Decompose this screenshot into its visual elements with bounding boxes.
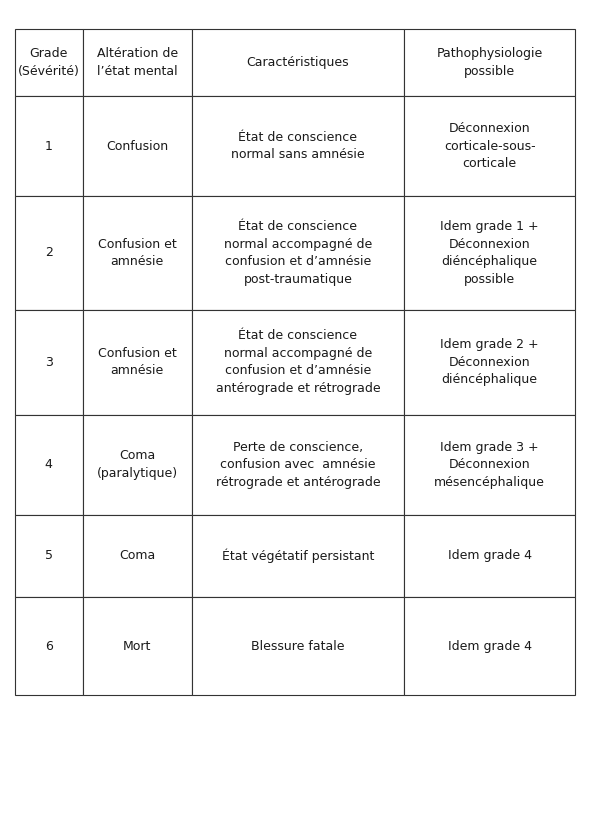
Bar (192, 196, 404, 310)
Text: Pathophysiologie
possible: Pathophysiologie possible (437, 47, 543, 78)
Bar (83, 515, 192, 597)
Bar (83, 597, 192, 695)
Text: Confusion: Confusion (106, 140, 168, 153)
Text: Idem grade 4: Idem grade 4 (448, 640, 532, 653)
Text: Idem grade 4: Idem grade 4 (448, 549, 532, 562)
Bar (192, 415, 404, 515)
Text: État de conscience
normal sans amnésie: État de conscience normal sans amnésie (231, 131, 365, 162)
Bar (15, 29, 83, 96)
Text: Blessure fatale: Blessure fatale (251, 640, 345, 653)
Bar (15, 196, 83, 310)
Bar (404, 515, 575, 597)
Text: État de conscience
normal accompagné de
confusion et d’amnésie
antérograde et ré: État de conscience normal accompagné de … (215, 329, 381, 395)
Bar (404, 597, 575, 695)
Bar (15, 415, 83, 515)
Bar (404, 415, 575, 515)
Text: 3: 3 (45, 355, 53, 369)
Bar (15, 96, 83, 196)
Text: 4: 4 (45, 458, 53, 471)
Bar (15, 597, 83, 695)
Text: Mort: Mort (123, 640, 152, 653)
Text: Grade
(Sévérité): Grade (Sévérité) (18, 47, 80, 78)
Bar (404, 29, 575, 96)
Text: Confusion et
amnésie: Confusion et amnésie (98, 237, 176, 268)
Text: Perte de conscience,
confusion avec  amnésie
rétrograde et antérograde: Perte de conscience, confusion avec amné… (215, 441, 381, 488)
Text: État végétatif persistant: État végétatif persistant (222, 548, 374, 563)
Text: Caractéristiques: Caractéristiques (247, 56, 349, 69)
Bar (192, 515, 404, 597)
Bar (83, 96, 192, 196)
Bar (15, 310, 83, 415)
Text: 5: 5 (45, 549, 53, 562)
Text: Altération de
l’état mental: Altération de l’état mental (97, 47, 178, 78)
Text: Coma: Coma (119, 549, 155, 562)
Text: 1: 1 (45, 140, 53, 153)
Bar (404, 96, 575, 196)
Bar (15, 515, 83, 597)
Text: Idem grade 3 +
Déconnexion
mésencéphalique: Idem grade 3 + Déconnexion mésencéphaliq… (434, 441, 545, 488)
Text: Déconnexion
corticale-sous-
corticale: Déconnexion corticale-sous- corticale (444, 122, 536, 170)
Bar (83, 310, 192, 415)
Text: Confusion et
amnésie: Confusion et amnésie (98, 346, 176, 378)
Bar (192, 597, 404, 695)
Bar (404, 310, 575, 415)
Bar (83, 29, 192, 96)
Bar (192, 310, 404, 415)
Bar (192, 96, 404, 196)
Text: Idem grade 2 +
Déconnexion
diéncéphalique: Idem grade 2 + Déconnexion diéncéphaliqu… (440, 338, 539, 386)
Bar (83, 415, 192, 515)
Text: Coma
(paralytique): Coma (paralytique) (97, 449, 178, 480)
Text: 6: 6 (45, 640, 53, 653)
Bar (83, 196, 192, 310)
Text: 2: 2 (45, 246, 53, 259)
Text: Idem grade 1 +
Déconnexion
diéncéphalique
possible: Idem grade 1 + Déconnexion diéncéphaliqu… (440, 220, 539, 286)
Bar (192, 29, 404, 96)
Bar (404, 196, 575, 310)
Text: État de conscience
normal accompagné de
confusion et d’amnésie
post-traumatique: État de conscience normal accompagné de … (224, 220, 372, 286)
